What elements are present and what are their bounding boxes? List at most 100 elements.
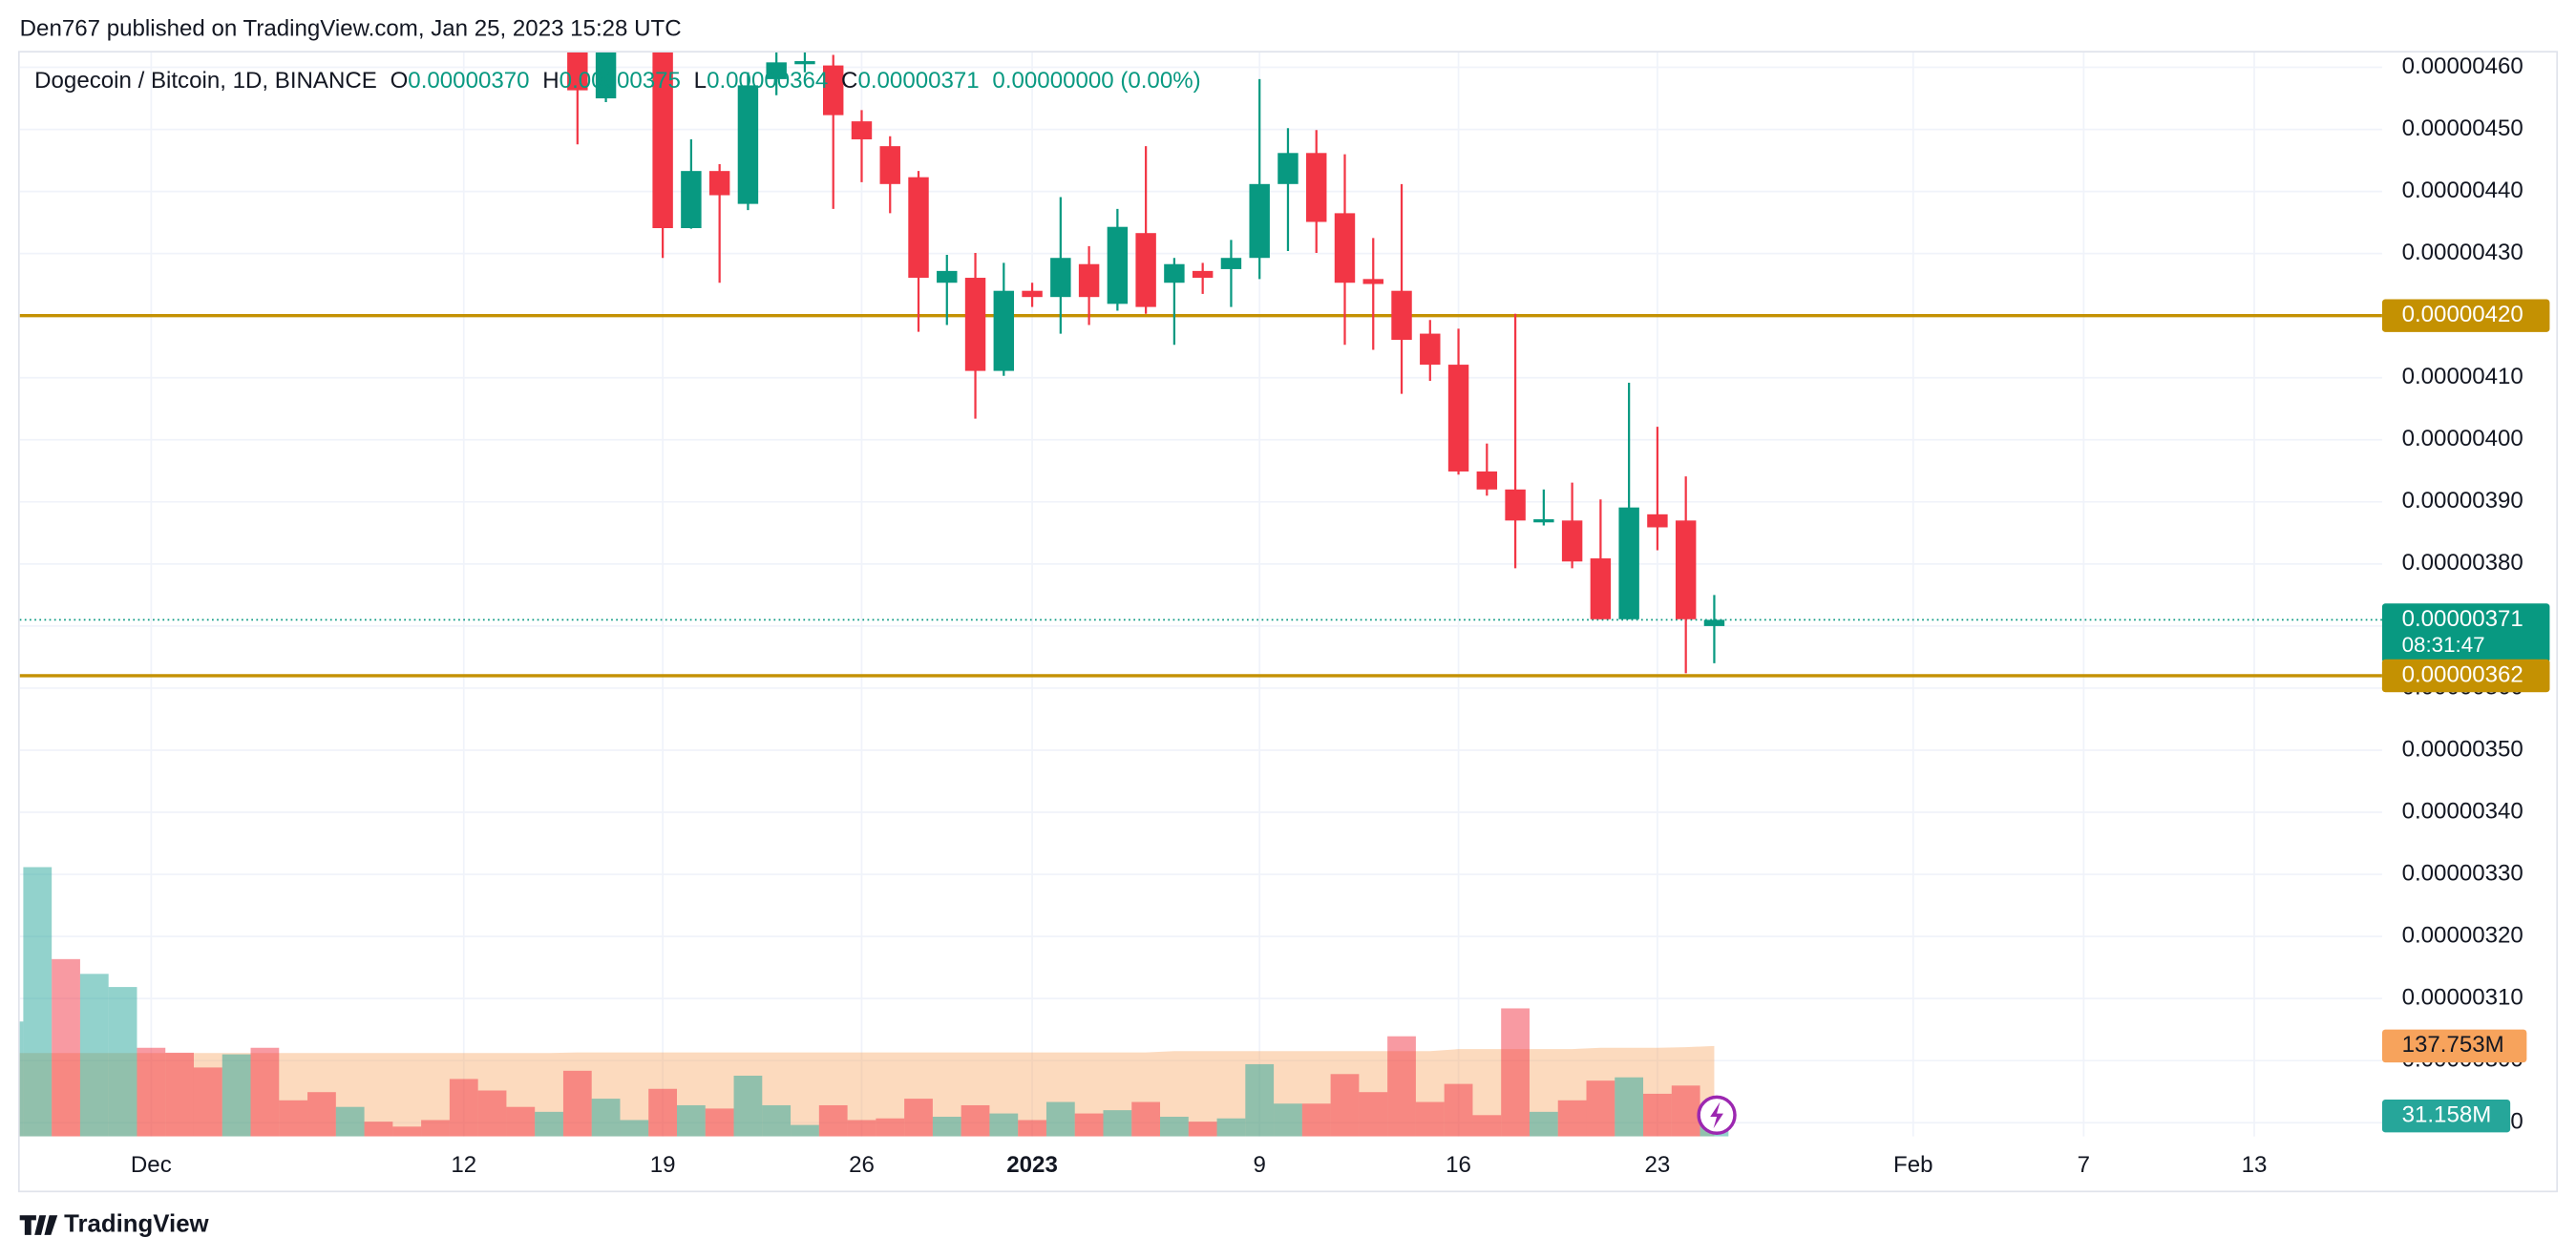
candle-body	[1334, 213, 1356, 283]
volume-bar	[279, 1100, 308, 1137]
volume-bar	[1529, 1111, 1558, 1137]
y-tick-label: 0.00000440	[2402, 178, 2523, 203]
candle-body	[1505, 489, 1526, 521]
volume-bar	[876, 1118, 905, 1137]
volume-bar	[648, 1088, 678, 1137]
candle-body	[1362, 279, 1383, 284]
volume-bar	[1103, 1110, 1132, 1137]
published-note: Den767 published on TradingView.com, Jan…	[20, 15, 682, 41]
candle-body	[822, 65, 844, 115]
x-tick-label: 12	[451, 1152, 476, 1178]
candle-body	[708, 171, 730, 196]
candle-body	[1220, 258, 1242, 269]
grid	[19, 52, 2382, 1137]
legend-c-label: C	[841, 68, 857, 94]
volume-bar	[52, 958, 80, 1137]
volume-bar	[1415, 1101, 1445, 1137]
volume-bar	[1615, 1077, 1644, 1137]
y-tick-label: 0.00000380	[2402, 550, 2523, 576]
volume-bar	[421, 1120, 450, 1137]
volume-bar	[506, 1106, 536, 1137]
volume-bar	[1557, 1100, 1587, 1137]
legend-change: 0.00000000 (0.00%)	[992, 68, 1200, 94]
x-tick-label: 9	[1253, 1152, 1265, 1178]
volume-bar	[1330, 1074, 1360, 1137]
x-tick-label: 16	[1446, 1152, 1471, 1178]
volume-bar	[1245, 1063, 1275, 1137]
volume-bar	[108, 987, 137, 1137]
chart-border	[17, 51, 2559, 1193]
legend-h: 0.00000375	[560, 68, 681, 94]
x-tick-label: 23	[1645, 1152, 1671, 1178]
volume-bar	[1643, 1093, 1672, 1137]
candle-body	[794, 61, 815, 65]
y-tick-label: 0.00000410	[2402, 364, 2523, 389]
legend-l: 0.00000364	[707, 68, 828, 94]
candle-body	[908, 177, 929, 279]
volume-bar	[364, 1122, 393, 1137]
candle-body	[595, 52, 617, 99]
hline-label: 0.00000420	[2402, 302, 2523, 327]
volume-label: 31.158M	[2402, 1102, 2492, 1128]
y-tick-label: 0.00000340	[2402, 798, 2523, 824]
candle-body	[1447, 365, 1469, 472]
volume-bar	[1074, 1113, 1104, 1137]
volume-bar	[1671, 1085, 1700, 1137]
hline-label-bg	[2381, 299, 2550, 332]
candle-body	[1249, 183, 1270, 259]
candle-body	[879, 146, 900, 184]
y-tick-label: 0.00000330	[2402, 860, 2523, 886]
candle-body	[851, 121, 873, 139]
candle-body	[681, 171, 702, 228]
y-tick-label: 0.00000450	[2402, 115, 2523, 141]
candle-body	[1391, 290, 1412, 341]
volume-bar	[1188, 1122, 1217, 1137]
volume-bar	[307, 1092, 336, 1137]
volume-bar	[250, 1047, 280, 1137]
brand-logo	[19, 1215, 58, 1235]
candle-body	[1135, 233, 1156, 307]
x-tick-label: 13	[2242, 1152, 2268, 1178]
volume-bar	[79, 974, 109, 1137]
y-tick-label: 0.00000310	[2402, 985, 2523, 1011]
volume-bar	[705, 1108, 734, 1137]
candle-body	[1164, 263, 1185, 283]
y-tick-label: 0.00000320	[2402, 922, 2523, 948]
volume-bar	[677, 1104, 706, 1137]
y-tick-label: 0.00000350	[2402, 736, 2523, 762]
candle-body	[1618, 507, 1639, 619]
volume-bar	[1359, 1092, 1388, 1137]
volume-bar	[1045, 1101, 1075, 1137]
volume-bar	[791, 1124, 819, 1137]
volume-bar	[904, 1099, 933, 1137]
candle-body	[1050, 258, 1071, 298]
candle-body	[567, 52, 588, 91]
volume-bar	[1160, 1117, 1189, 1137]
x-tick-label: 7	[2078, 1152, 2090, 1178]
candle-body	[937, 270, 958, 283]
lightning-icon[interactable]	[1697, 1095, 1737, 1135]
legend-symbol: Dogecoin / Bitcoin, 1D, BINANCE	[34, 68, 377, 94]
volume-bar	[1472, 1115, 1502, 1137]
volume-bar	[1501, 1008, 1530, 1137]
candle-body	[993, 290, 1015, 371]
plot-area	[19, 52, 2382, 1137]
volume-bar	[1387, 1036, 1416, 1137]
volume-bar	[1018, 1120, 1046, 1137]
legend-h-label: H	[542, 68, 559, 94]
volume-bar	[1444, 1083, 1473, 1137]
volume-bar	[222, 1054, 251, 1137]
volume-bar	[562, 1070, 592, 1137]
candle-body	[1078, 263, 1100, 298]
hline-label-bg	[2381, 659, 2550, 693]
volume-bar	[1274, 1103, 1302, 1137]
volume-bar	[733, 1076, 763, 1137]
volume-bar	[477, 1090, 507, 1137]
volume-bar	[932, 1117, 961, 1137]
volume-label-bg	[2381, 1100, 2511, 1133]
volume-bar	[762, 1104, 792, 1137]
candle-body	[1022, 290, 1043, 298]
legend-o-label: O	[391, 68, 409, 94]
volume-bar	[19, 1021, 24, 1137]
